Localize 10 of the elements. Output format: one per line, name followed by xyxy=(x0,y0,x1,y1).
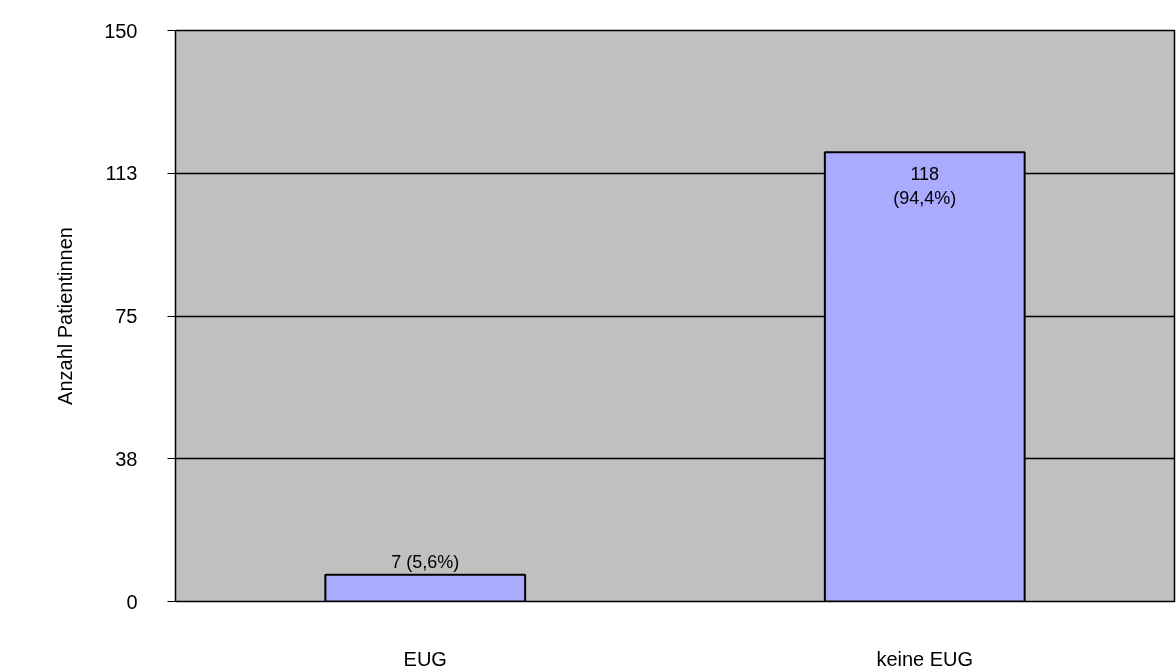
x-tick-label: keine EUG xyxy=(876,647,974,670)
y-tick-label: 150 xyxy=(104,19,138,42)
y-tick-label: 0 xyxy=(126,590,138,613)
data-label: 118 (94,4%) xyxy=(893,163,957,208)
data-label: 7 (5,6%) xyxy=(391,552,460,572)
x-tick-label: EUG xyxy=(403,647,447,670)
y-tick-label: 75 xyxy=(115,305,138,327)
y-axis-title: Anzahl Patientinnen xyxy=(54,227,77,405)
y-tick-label: 113 xyxy=(105,162,138,185)
y-tick-label: 38 xyxy=(115,447,138,470)
